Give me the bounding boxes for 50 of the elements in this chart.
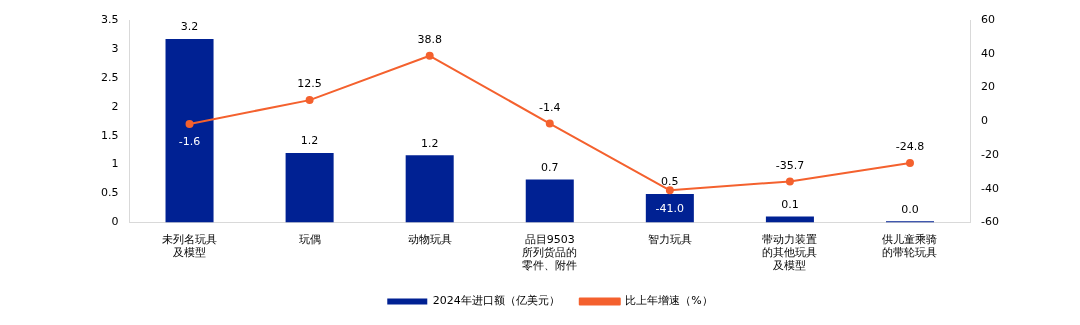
bar	[165, 39, 214, 223]
y2-tick-label: -20	[981, 147, 999, 161]
y-tick-label: 2.5	[100, 70, 119, 84]
x-tick-label: 带动力装置的其他玩具及模型	[762, 232, 818, 273]
bar	[405, 155, 454, 223]
data-label: 38.8	[417, 33, 442, 47]
x-tick-label: 玩偶	[298, 232, 321, 246]
point	[305, 96, 314, 105]
data-label: 0.7	[541, 160, 559, 174]
data-label: 1.2	[420, 136, 439, 150]
bar	[525, 179, 574, 223]
data-label: 0.0	[901, 202, 919, 216]
y-tick-label: 2	[111, 99, 119, 113]
point	[185, 119, 194, 128]
x-tick-label: 品目9503所列货品的零件、附件	[522, 232, 578, 273]
x-tick-label: 供儿童乘骑的带轮玩具	[882, 232, 938, 260]
y2-tick-label: -40	[981, 181, 999, 195]
point	[425, 51, 434, 60]
data-label: 12.5	[297, 77, 322, 91]
bar	[285, 153, 334, 223]
y2-tick-label: -60	[981, 215, 999, 229]
data-label: -41.0	[655, 201, 685, 215]
point	[545, 119, 554, 128]
point	[785, 177, 794, 186]
point	[906, 159, 914, 168]
x-tick-label: 智力玩具	[647, 232, 692, 246]
legend-label: 比上年增速（%）	[625, 294, 713, 308]
legend-label: 2024年进口额（亿美元）	[432, 294, 560, 308]
y-tick-label: 0.5	[100, 186, 119, 200]
y-tick-label: 1	[111, 157, 119, 171]
data-label: -35.7	[775, 158, 805, 172]
y2-tick-label: 0	[981, 114, 989, 128]
y2-tick-label: 60	[981, 12, 996, 26]
y-tick-label: 3	[111, 41, 119, 55]
point	[665, 186, 674, 195]
y-tick-label: 3.5	[100, 12, 119, 26]
data-label: -1.4	[539, 100, 561, 114]
bar	[645, 194, 694, 223]
y2-tick-label: 20	[981, 80, 996, 94]
data-label: 1.2	[300, 134, 319, 148]
data-label: 0.5	[661, 175, 679, 189]
data-label: -24.8	[895, 140, 925, 154]
x-tick-label: 动物玩具	[407, 232, 452, 246]
y-tick-label: 1.5	[100, 128, 119, 142]
x-tick-label: 未列名玩具及模型	[162, 232, 218, 260]
data-label: 3.2	[180, 20, 199, 34]
data-label: 0.1	[781, 197, 799, 211]
data-label: -1.6	[178, 135, 201, 149]
y-tick-label: 0	[111, 215, 119, 229]
y2-tick-label: 40	[981, 46, 996, 60]
